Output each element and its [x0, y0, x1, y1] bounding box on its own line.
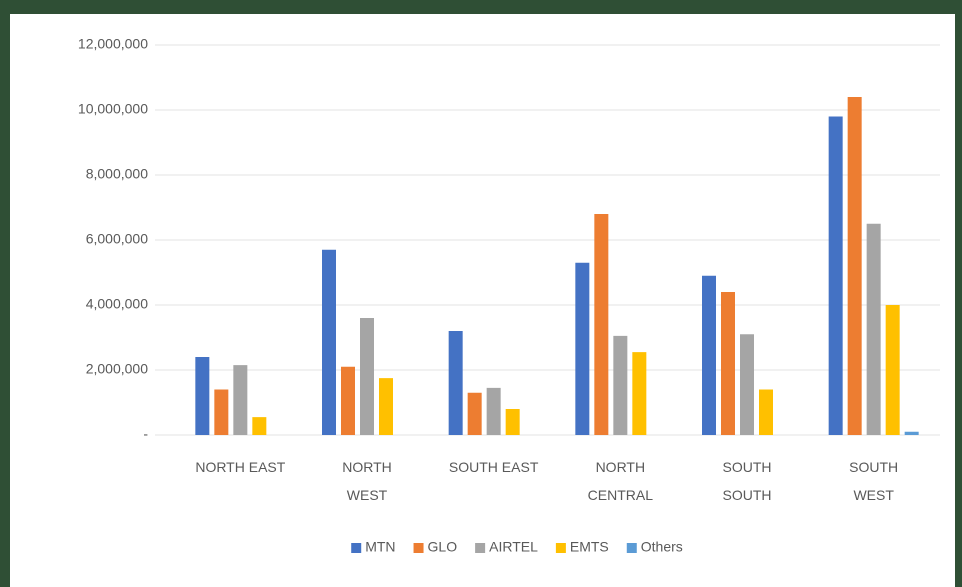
legend: MTN GLO AIRTEL EMTS Others: [351, 539, 683, 555]
x-tick-label: SOUTH SOUTH: [723, 459, 772, 503]
bar: [847, 97, 862, 435]
x-tick-label: NORTH WEST: [342, 459, 392, 503]
bar: [594, 214, 609, 435]
bar: [885, 305, 900, 435]
x-tick-label-line: NORTH: [596, 459, 646, 475]
legend-swatch: [413, 543, 424, 553]
x-tick-label-line: WEST: [347, 487, 388, 503]
bar: [759, 389, 773, 435]
x-tick-label-line: WEST: [853, 487, 894, 503]
x-tick-label-line: SOUTH: [849, 459, 898, 475]
y-tick-label: 2,000,000: [86, 361, 148, 377]
x-tick-label: NORTH CENTRAL: [588, 459, 654, 503]
x-tick-label-line: SOUTH: [723, 459, 772, 475]
legend-swatch: [475, 543, 486, 553]
bar: [721, 292, 735, 435]
bar: [828, 116, 843, 435]
legend-swatch: [626, 543, 637, 553]
bar: [448, 331, 463, 435]
y-tick-label: 4,000,000: [86, 296, 148, 312]
bar: [575, 262, 590, 435]
bar: [467, 392, 482, 435]
bar: [505, 409, 520, 435]
x-tick-label: SOUTH EAST: [449, 459, 539, 475]
bar: [233, 365, 248, 435]
y-tick-label: 10,000,000: [78, 101, 148, 117]
bar: [740, 334, 754, 435]
bar: [904, 431, 919, 435]
bar: [702, 275, 716, 435]
y-tick-label: 12,000,000: [78, 36, 148, 52]
legend-label: AIRTEL: [489, 539, 538, 555]
x-tick-label: NORTH EAST: [195, 459, 285, 475]
bar: [322, 249, 336, 435]
bar: [866, 223, 881, 435]
bar: [360, 318, 374, 435]
legend-label: EMTS: [570, 539, 609, 555]
bar: [486, 387, 501, 435]
legend-label: MTN: [365, 539, 395, 555]
y-tick-label: 6,000,000: [86, 231, 148, 247]
legend-swatch: [351, 543, 362, 553]
bar: [632, 352, 647, 435]
x-tick-label: SOUTH WEST: [849, 459, 898, 503]
x-tick-label-line: CENTRAL: [588, 487, 654, 503]
legend-label: GLO: [428, 539, 458, 555]
bar: [379, 378, 393, 435]
legend-label: Others: [641, 539, 683, 555]
bar: [613, 335, 628, 435]
x-tick-label-line: NORTH: [342, 459, 392, 475]
x-tick-label-line: SOUTH: [723, 487, 772, 503]
bar: [195, 357, 210, 435]
bar: [341, 366, 355, 435]
bar: [252, 417, 267, 435]
chart: - 2,000,000 4,000,000 6,000,000 8,000,000 10,…: [10, 14, 955, 587]
bar: [214, 389, 229, 435]
y-tick-label: -: [143, 426, 148, 442]
legend-swatch: [555, 543, 566, 553]
x-tick-label-line: NORTH EAST: [195, 459, 285, 475]
y-tick-label: 8,000,000: [86, 166, 148, 182]
x-tick-label-line: SOUTH EAST: [449, 459, 539, 475]
